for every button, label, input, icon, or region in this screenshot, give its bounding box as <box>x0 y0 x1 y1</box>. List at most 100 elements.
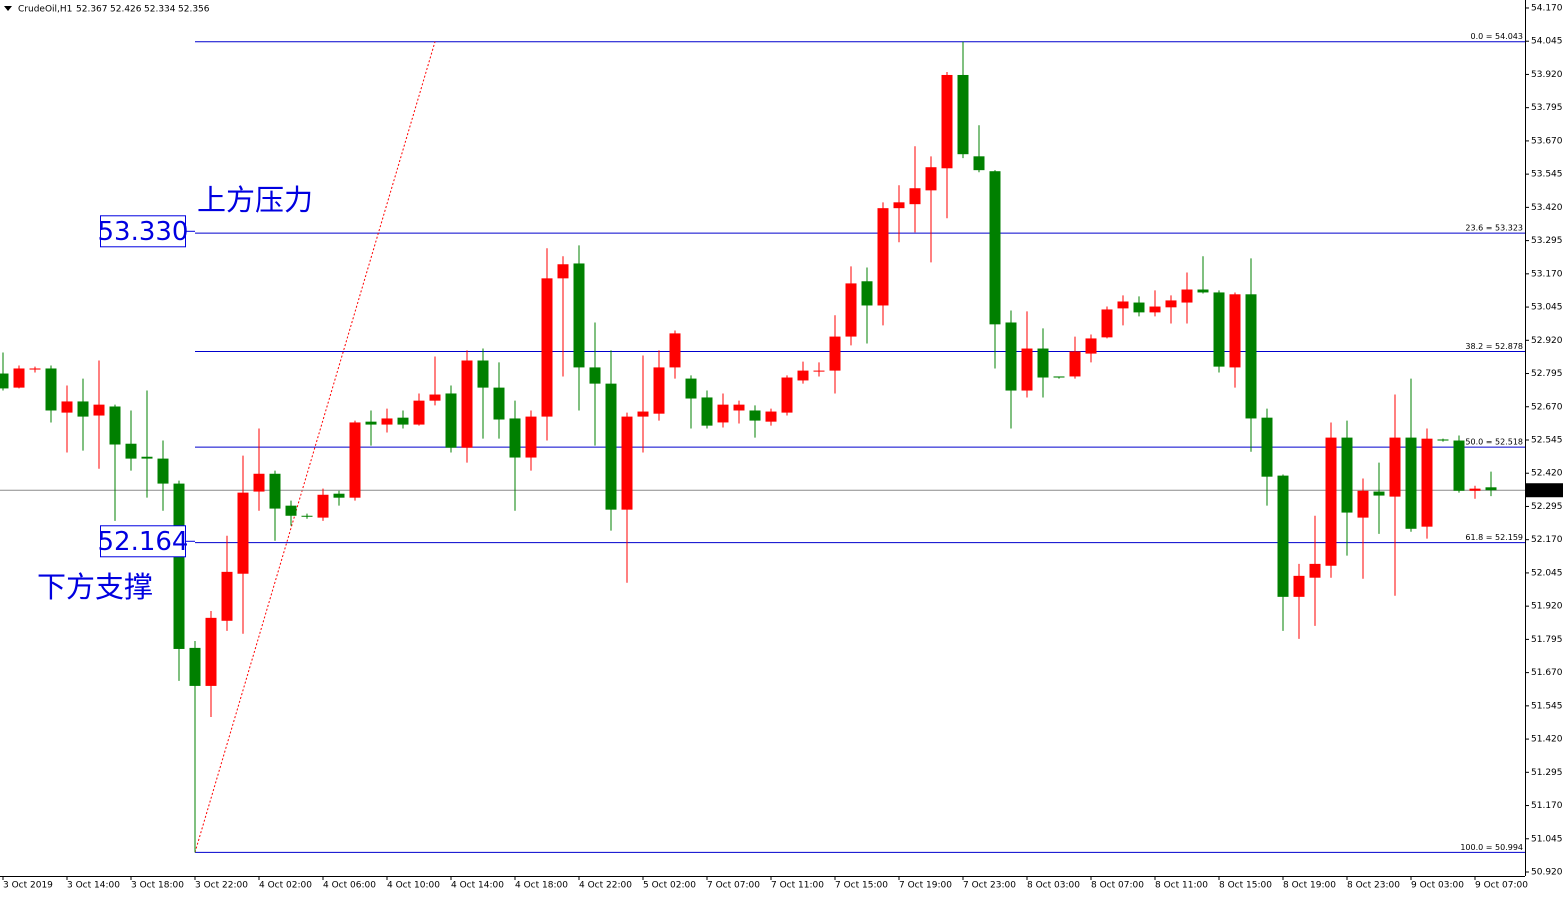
candle-body <box>589 367 601 384</box>
y-tick-label: 52.920 <box>1531 336 1563 346</box>
candle-body <box>1133 302 1145 313</box>
candle-body <box>61 401 73 413</box>
candle-body <box>653 367 665 414</box>
candle-body <box>205 617 217 686</box>
candle-body <box>413 400 425 425</box>
candle-body <box>1005 322 1017 391</box>
candle-body <box>1405 437 1417 529</box>
y-tick-label: 52.545 <box>1531 435 1563 445</box>
candle-body <box>429 394 441 401</box>
y-tick-label: 52.295 <box>1531 502 1563 512</box>
candle-body <box>685 378 697 399</box>
x-tick-label: 8 Oct 11:00 <box>1155 881 1208 891</box>
candle-body <box>109 406 121 445</box>
annotation-value: 52.164 <box>98 527 189 557</box>
candle-body <box>1213 292 1225 367</box>
y-tick-label: 53.545 <box>1531 170 1563 180</box>
y-tick-label: 51.045 <box>1531 834 1563 844</box>
candle-body <box>301 515 313 517</box>
fib-label: 100.0 = 50.994 <box>1460 843 1523 852</box>
candle-body <box>1197 289 1209 293</box>
candle-body <box>349 422 361 498</box>
x-tick-label: 9 Oct 03:00 <box>1411 881 1464 891</box>
x-tick-label: 8 Oct 07:00 <box>1091 881 1144 891</box>
y-tick-label: 52.045 <box>1531 568 1563 578</box>
candle-body <box>1101 309 1113 338</box>
candle-body <box>797 370 809 381</box>
candle-body <box>1085 338 1097 354</box>
y-tick-label: 51.670 <box>1531 668 1563 678</box>
candle-body <box>525 416 537 458</box>
x-tick-label: 3 Oct 18:00 <box>131 881 184 891</box>
fib-label: 38.2 = 52.878 <box>1465 342 1523 351</box>
candle-body <box>1021 348 1033 391</box>
x-tick-label: 4 Oct 06:00 <box>323 881 376 891</box>
candle-body <box>477 360 489 388</box>
y-tick-label: 52.420 <box>1531 469 1563 479</box>
y-tick-label: 53.670 <box>1531 136 1563 146</box>
candle-body <box>1485 487 1497 491</box>
y-tick-label: 53.170 <box>1531 269 1563 279</box>
candle-body <box>669 333 681 368</box>
header-high: 52.426 <box>110 5 142 15</box>
x-tick-label: 7 Oct 15:00 <box>835 881 888 891</box>
x-tick-label: 8 Oct 23:00 <box>1347 881 1400 891</box>
candle-body <box>1421 438 1433 527</box>
candle-body <box>1117 301 1129 309</box>
candle-body <box>861 281 873 306</box>
candle-body <box>461 360 473 448</box>
candle-body <box>781 377 793 413</box>
candle-body <box>1245 294 1257 419</box>
candle-body <box>253 473 265 492</box>
candle-body <box>1357 490 1369 518</box>
candle-body <box>973 156 985 171</box>
candle-body <box>141 456 153 459</box>
candle-body <box>93 404 105 416</box>
y-tick-label: 54.170 <box>1531 3 1563 13</box>
candle-body <box>909 188 921 205</box>
candle-body <box>1149 306 1161 313</box>
candle-body <box>13 368 25 388</box>
candle-body <box>1053 376 1065 378</box>
candle-body <box>1181 289 1193 303</box>
candle-body <box>157 458 169 484</box>
candle-body <box>189 647 201 686</box>
candle-body <box>733 404 745 411</box>
candle-body <box>1437 439 1449 441</box>
candle-body <box>1373 491 1385 496</box>
candle-body <box>989 171 1001 325</box>
candle-body <box>0 373 9 389</box>
candle-body <box>893 202 905 209</box>
y-tick-label: 51.295 <box>1531 768 1563 778</box>
x-tick-label: 5 Oct 02:00 <box>643 881 696 891</box>
y-tick-label: 53.045 <box>1531 303 1563 313</box>
x-tick-label: 4 Oct 22:00 <box>579 881 632 891</box>
candle-body <box>605 383 617 510</box>
candle-body <box>621 416 633 510</box>
y-tick-label: 51.420 <box>1531 735 1563 745</box>
price-label-box <box>1526 483 1563 498</box>
candle-body <box>941 74 953 169</box>
candle-body <box>717 404 729 423</box>
candle-body <box>285 505 297 516</box>
x-tick-label: 4 Oct 10:00 <box>387 881 440 891</box>
menu-icon[interactable] <box>4 6 12 11</box>
candle-body <box>221 571 233 621</box>
x-tick-label: 8 Oct 19:00 <box>1283 881 1336 891</box>
fib-label: 0.0 = 54.043 <box>1470 32 1523 41</box>
x-tick-label: 4 Oct 14:00 <box>451 881 504 891</box>
header-close: 52.356 <box>178 5 210 15</box>
candle-body <box>1469 488 1481 491</box>
candle-body <box>1277 475 1289 597</box>
x-tick-label: 7 Oct 11:00 <box>771 881 824 891</box>
candle-body <box>957 74 969 155</box>
candle-body <box>1261 417 1273 477</box>
annotation-text: 下方支撑 <box>37 571 153 604</box>
candle-body <box>77 401 89 417</box>
candle-body <box>1309 563 1321 578</box>
candle-body <box>445 393 457 448</box>
candle-body <box>317 494 329 518</box>
